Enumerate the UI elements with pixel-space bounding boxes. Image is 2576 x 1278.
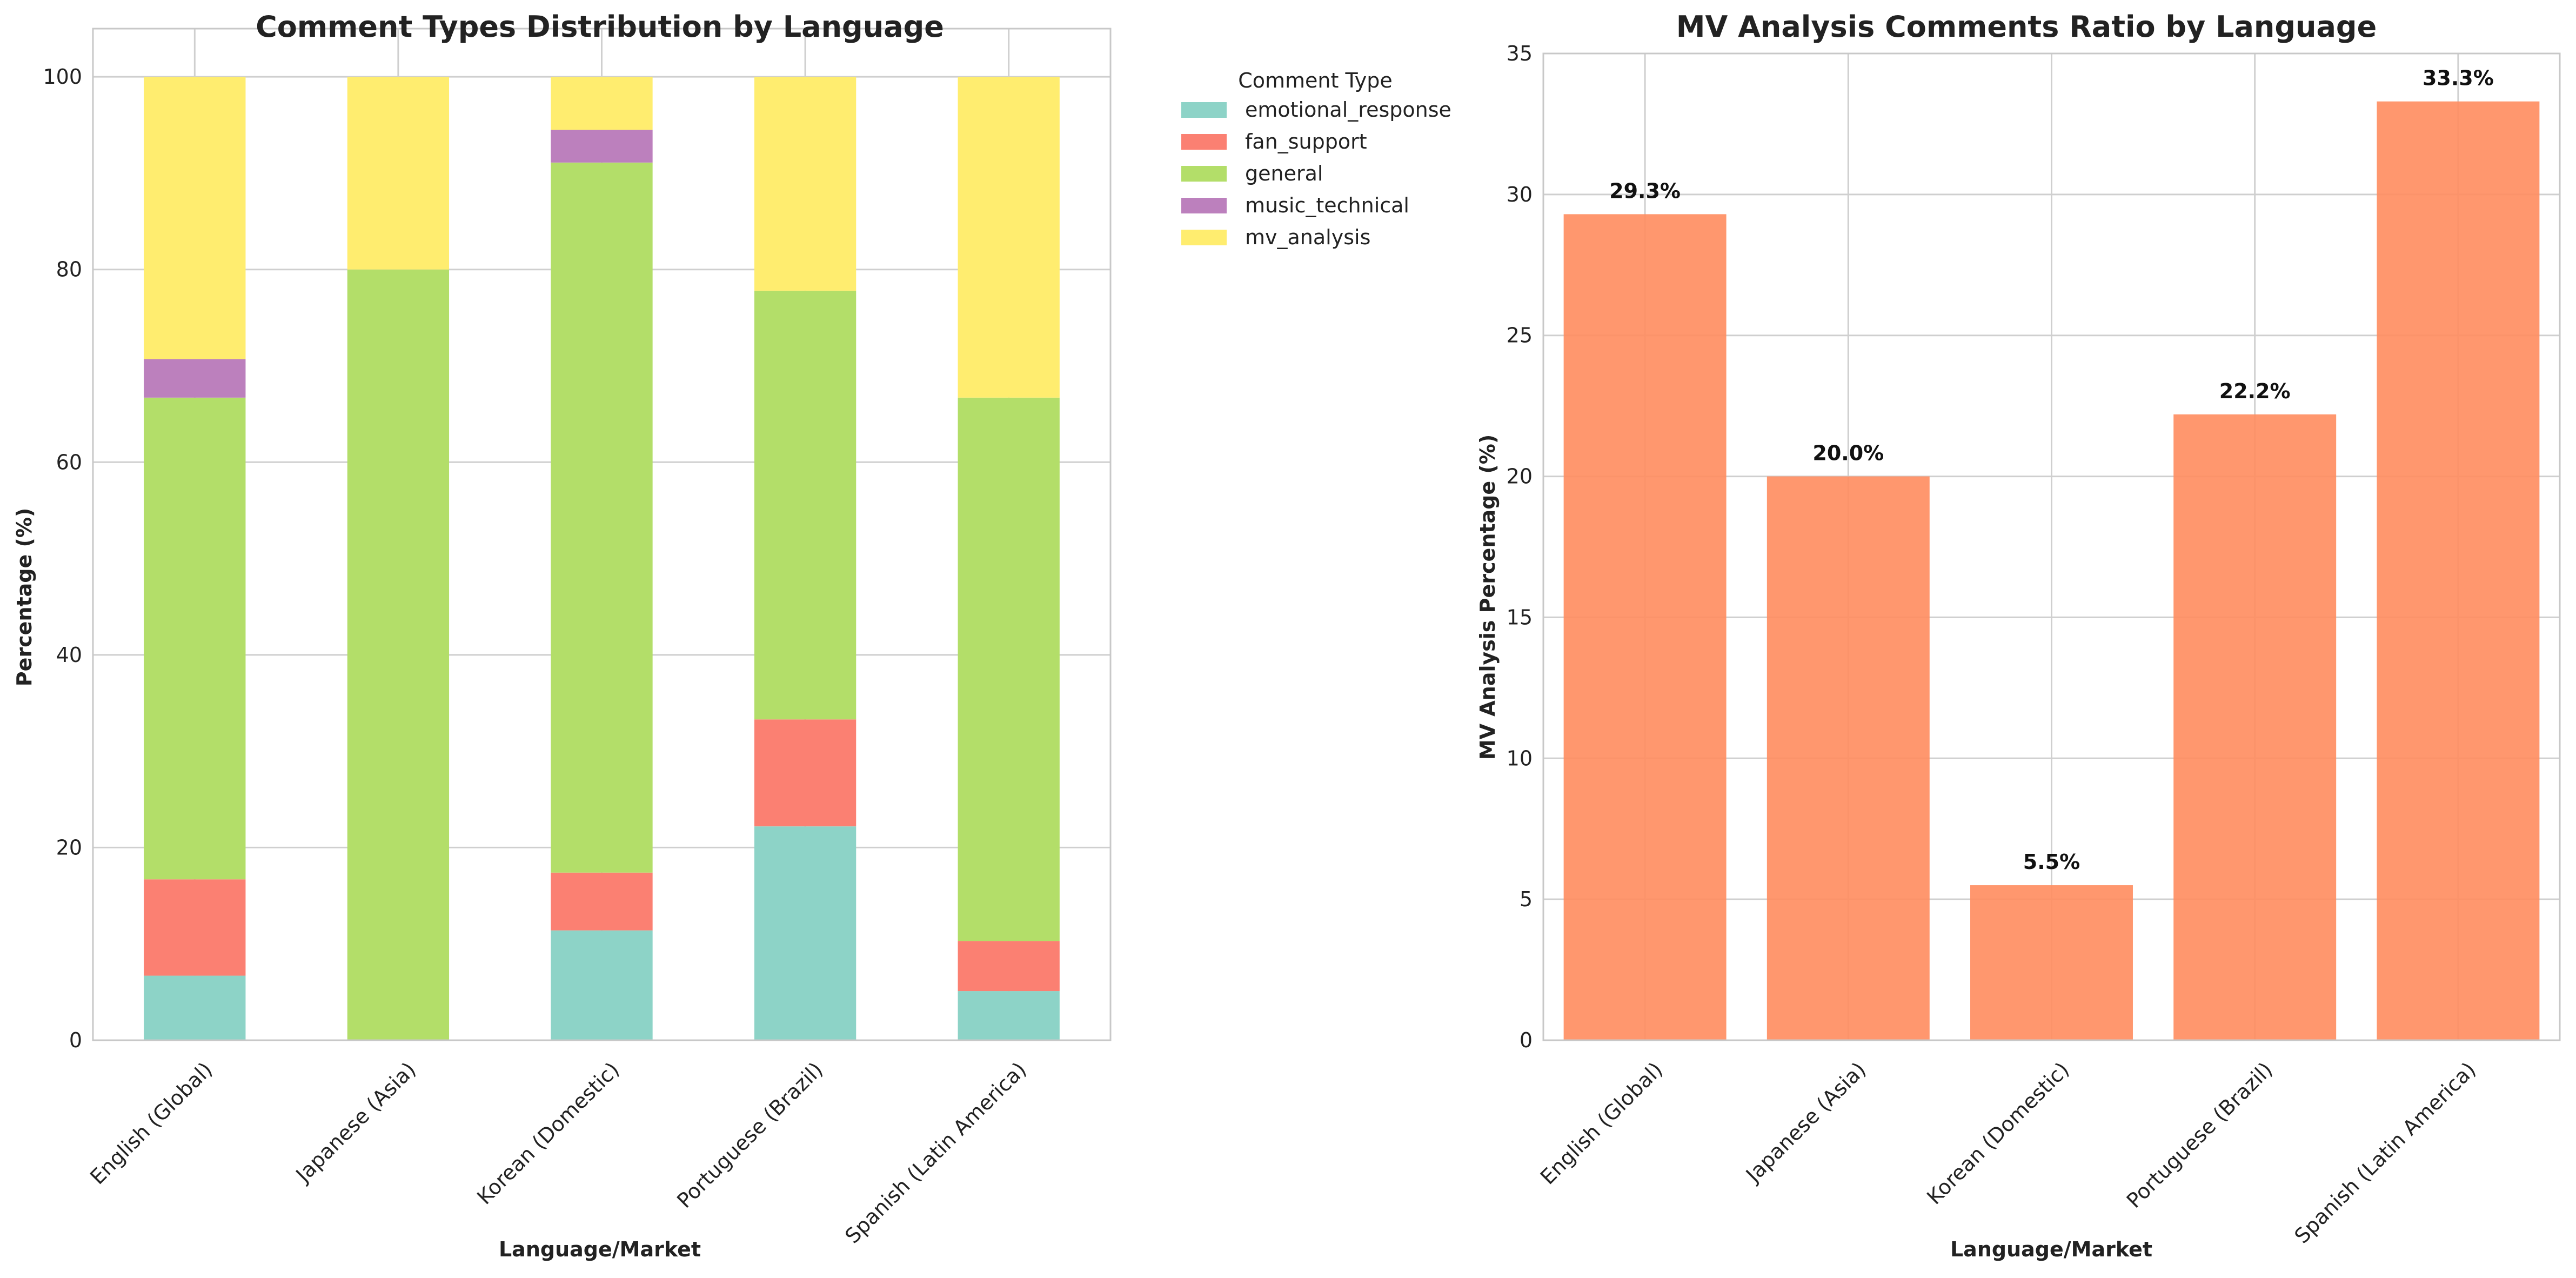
legend-title: Comment Type [1238, 69, 1393, 92]
left-x-tick-label: English (Global) [85, 1058, 217, 1189]
data-label-english-global: 29.3% [1609, 179, 1681, 203]
legend-label-fan-support: fan_support [1245, 130, 1367, 153]
bar-portuguese-brazil [2173, 414, 2337, 1040]
left-x-tick-label: Japanese (Asia) [291, 1058, 420, 1187]
left-x-tick-label: Korean (Domestic) [472, 1058, 624, 1209]
right-y-tick-label: 35 [1507, 42, 1533, 65]
legend-swatch-music-technical [1181, 198, 1227, 213]
legend-swatch-fan-support [1181, 134, 1227, 150]
bar-segment-spanish-latin-america-emotional-response [958, 991, 1060, 1040]
bar-segment-korean-domestic-fan-support [551, 872, 653, 931]
legend: Comment Type emotional_response fan_suppo… [1181, 69, 1451, 249]
right-bars [1563, 101, 2540, 1041]
right-plot-frame [1542, 52, 2561, 1041]
legend-label-general: general [1245, 162, 1323, 185]
legend-swatch-mv-analysis [1181, 230, 1227, 245]
right-x-tick-label: Spanish (Latin America) [2290, 1058, 2481, 1248]
bar-segment-english-global-general [144, 397, 246, 880]
data-label-portuguese-brazil: 22.2% [2219, 379, 2291, 403]
stacked-bar-chart: 0 20 40 60 80 100 English (Global) Japanese (A… [12, 10, 1451, 1261]
left-y-tick-label: 60 [56, 450, 82, 474]
bar-segment-portuguese-brazil-emotional-response [754, 826, 857, 1040]
bar-segment-english-global-music-technical [144, 359, 246, 398]
left-y-tick-label: 0 [69, 1028, 82, 1052]
right-chart-title: MV Analysis Comments Ratio by Language [1676, 10, 2377, 44]
legend-label-emotional-response: emotional_response [1245, 98, 1451, 122]
left-y-tick-label: 40 [56, 643, 82, 667]
data-label-spanish-latin-america: 33.3% [2423, 66, 2494, 90]
bar-segment-english-global-fan-support [144, 879, 246, 976]
right-y-tick-label: 25 [1507, 324, 1533, 347]
bar-segment-japanese-asia-mv-analysis [347, 77, 450, 270]
right-y-tick-label: 0 [1520, 1028, 1533, 1052]
bar-segment-english-global-emotional-response [144, 975, 246, 1040]
left-y-tick-label: 20 [56, 835, 82, 859]
right-y-ticks: 0 5 10 15 20 25 30 35 [1507, 42, 1533, 1052]
right-data-labels: 29.3% 20.0% 5.5% 22.2% 33.3% [1609, 66, 2494, 874]
right-y-tick-label: 10 [1507, 746, 1533, 770]
bar-spanish-latin-america [2377, 101, 2540, 1041]
bar-segment-spanish-latin-america-mv-analysis [958, 77, 1060, 398]
bar-segment-english-global-mv-analysis [144, 77, 246, 359]
bar-segment-spanish-latin-america-general [958, 397, 1060, 941]
bar-segment-korean-domestic-mv-analysis [551, 77, 653, 130]
data-label-korean-domestic: 5.5% [2023, 850, 2080, 874]
right-y-tick-label: 15 [1507, 605, 1533, 629]
right-x-tick-label: Japanese (Asia) [1741, 1058, 1870, 1187]
left-y-ticks: 0 20 40 60 80 100 [43, 65, 82, 1052]
left-y-tick-label: 100 [43, 65, 82, 89]
bar-segment-portuguese-brazil-mv-analysis [754, 77, 857, 291]
bar-segment-korean-domestic-general [551, 162, 653, 873]
legend-swatch-general [1181, 166, 1227, 182]
right-y-tick-label: 5 [1520, 887, 1533, 911]
right-x-ticks: English (Global) Japanese (Asia) Korean (D… [1536, 1058, 2480, 1248]
right-x-axis-label: Language/Market [1950, 1237, 2152, 1261]
bar-segment-portuguese-brazil-general [754, 290, 857, 720]
right-y-tick-label: 20 [1507, 465, 1533, 489]
left-x-ticks: English (Global) Japanese (Asia) Korean (D… [85, 1058, 1031, 1248]
right-x-tick-label: English (Global) [1536, 1058, 1667, 1189]
bar-segment-spanish-latin-america-fan-support [958, 941, 1060, 992]
left-y-tick-label: 80 [56, 258, 82, 282]
left-x-axis-label: Language/Market [499, 1237, 701, 1261]
bar-segment-portuguese-brazil-fan-support [754, 719, 857, 827]
right-y-axis-label: MV Analysis Percentage (%) [1476, 434, 1500, 760]
left-bars [144, 77, 1060, 1040]
left-chart-title: Comment Types Distribution by Language [256, 10, 944, 44]
left-x-tick-label: Spanish (Latin America) [840, 1058, 1031, 1248]
legend-swatch-emotional-response [1181, 102, 1227, 118]
left-y-axis-label: Percentage (%) [12, 508, 36, 687]
right-y-tick-label: 30 [1507, 183, 1533, 206]
legend-label-music-technical: music_technical [1245, 193, 1409, 217]
bar-segment-japanese-asia-general [347, 269, 450, 1040]
right-x-tick-label: Portuguese (Brazil) [2122, 1058, 2277, 1213]
left-plot-frame [92, 28, 1112, 1041]
bar-japanese-asia [1767, 476, 1930, 1040]
legend-label-mv-analysis: mv_analysis [1245, 225, 1370, 249]
bar-english-global [1563, 214, 1727, 1040]
bar-segment-korean-domestic-emotional-response [551, 930, 653, 1040]
bar-korean-domestic [1970, 885, 2133, 1040]
bar-segment-korean-domestic-music-technical [551, 130, 653, 163]
mv-ratio-bar-chart: 0 5 10 15 20 25 30 35 English (Global) Japanese … [1476, 10, 2561, 1261]
left-x-tick-label: Portuguese (Brazil) [672, 1058, 827, 1213]
right-x-tick-label: Korean (Domestic) [1922, 1058, 2073, 1209]
data-label-japanese-asia: 20.0% [1812, 441, 1884, 465]
